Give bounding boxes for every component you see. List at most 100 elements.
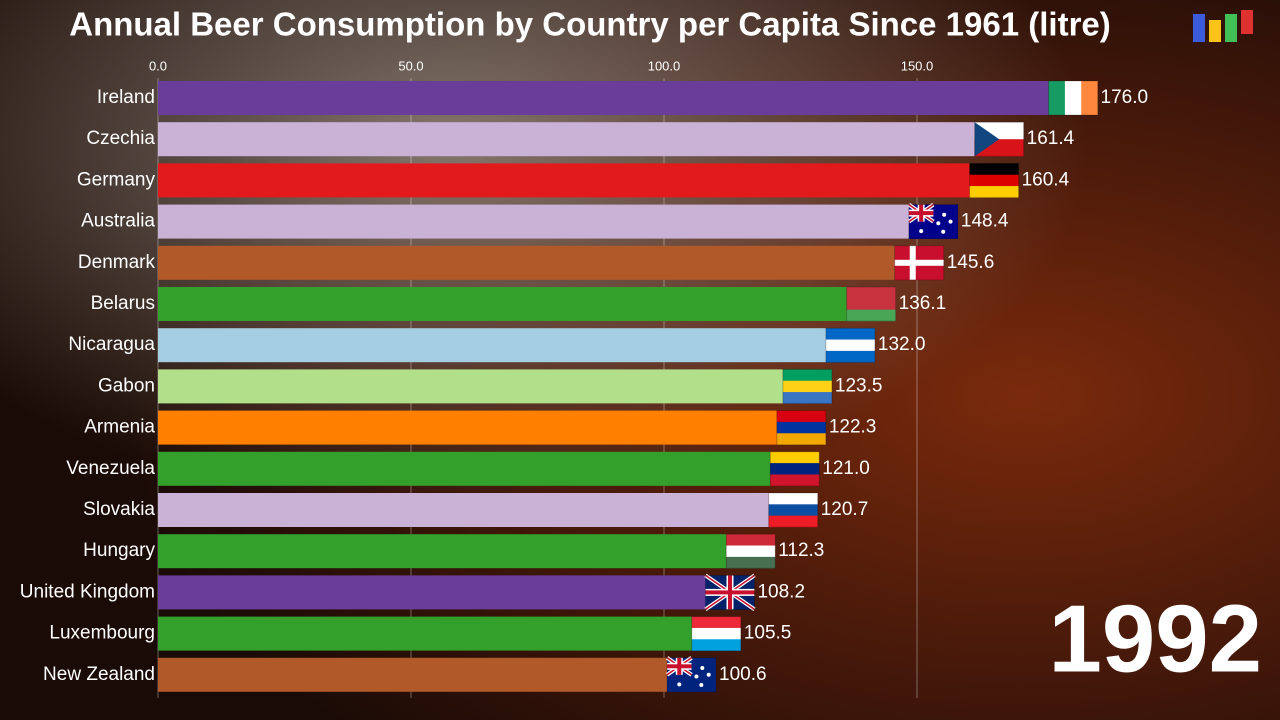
bar (158, 163, 970, 198)
flag-stripe (776, 421, 826, 434)
flag-star (699, 683, 704, 687)
flag-stripe (776, 433, 826, 445)
bar (158, 657, 668, 692)
flag (776, 410, 827, 446)
flag (974, 121, 1025, 157)
bar (158, 616, 692, 651)
y-tick-label: Slovakia (83, 499, 155, 520)
flag-stripe (825, 339, 875, 352)
flag-cross (667, 664, 692, 669)
y-tick-label: Luxembourg (49, 623, 155, 644)
flag-cross (908, 211, 934, 216)
bar (158, 81, 1049, 115)
flag-stripe (691, 627, 741, 640)
flag-border (704, 574, 755, 610)
flag-border (666, 657, 717, 693)
y-tick-label: Hungary (83, 540, 155, 561)
flag-cross (705, 590, 755, 595)
flag-stripe (726, 556, 776, 569)
flag (969, 162, 1020, 198)
value-label: 105.5 (744, 623, 792, 644)
value-label: 148.4 (961, 211, 1009, 232)
y-tick-label: Australia (81, 211, 155, 232)
flag (769, 451, 820, 487)
flag-border (974, 121, 1025, 157)
bar (158, 122, 975, 157)
value-label: 161.4 (1027, 128, 1075, 149)
flag-border (908, 204, 959, 240)
flag-star (706, 672, 711, 677)
flag-stripe (768, 515, 818, 528)
flag-stripe (846, 309, 896, 322)
flag-stripe (969, 174, 1019, 187)
flag-triangle (974, 122, 1000, 157)
flag-stripe (726, 545, 776, 558)
x-tick-label: 100.0 (648, 58, 681, 73)
value-label: 100.6 (719, 664, 767, 685)
bar (158, 204, 909, 239)
y-tick-label: United Kingdom (20, 581, 155, 602)
value-label: 123.5 (835, 375, 883, 396)
y-tick-label: Gabon (98, 375, 155, 396)
flag-stripe (846, 287, 896, 299)
flag-border (969, 162, 1020, 198)
flag-stripe (782, 392, 832, 404)
flag-stripe (782, 369, 832, 382)
flag-star (942, 212, 947, 217)
x-tick-label: 0.0 (149, 58, 167, 73)
bar (158, 369, 783, 404)
flag-border (782, 368, 833, 404)
value-label: 145.6 (947, 252, 995, 273)
flag-stripe (782, 380, 832, 393)
y-tick-label: Belarus (91, 293, 155, 314)
flag-stripe (1064, 81, 1082, 115)
value-label: 176.0 (1101, 87, 1149, 108)
bar (158, 451, 771, 486)
bar (158, 287, 847, 321)
flag-border (769, 451, 820, 487)
flag (894, 245, 945, 281)
y-tick-label: Venezuela (66, 458, 155, 479)
value-label: 132.0 (878, 334, 926, 355)
y-tick-label: Germany (77, 169, 156, 190)
value-label: 112.3 (778, 540, 824, 561)
flag (846, 286, 897, 322)
flag-border (1048, 80, 1099, 116)
year-label: 1992 (1048, 585, 1262, 692)
logo (1193, 10, 1253, 42)
flag-star (919, 229, 924, 234)
flag-border (825, 327, 876, 363)
flag-border (846, 286, 897, 322)
flag (665, 656, 717, 693)
flag-star (941, 229, 946, 234)
flag-star (936, 221, 941, 226)
flag-border (776, 410, 827, 446)
flag-star (677, 682, 682, 687)
bar (158, 493, 769, 527)
flag (907, 202, 959, 240)
flag-stripe (969, 163, 1019, 176)
flag (782, 368, 833, 404)
flag-stripe (1048, 81, 1066, 115)
flag-stripe (770, 463, 820, 475)
flag-stripe (969, 186, 1019, 198)
flag-stripe (770, 451, 820, 464)
flag-stripe (1081, 81, 1098, 115)
flag-stripe (846, 298, 896, 310)
flag (725, 533, 776, 569)
y-tick-label: Armenia (84, 417, 155, 438)
value-label: 122.3 (829, 417, 877, 438)
flag (825, 327, 876, 363)
flag-stripe (825, 350, 875, 363)
y-tick-label: Denmark (78, 252, 156, 273)
flag-star (700, 666, 705, 670)
flag (1048, 80, 1099, 116)
flag-border (691, 616, 742, 652)
value-label: 120.7 (821, 499, 869, 520)
flag-stripe (768, 493, 818, 505)
flag-star (948, 219, 953, 224)
value-label: 160.4 (1022, 169, 1070, 190)
bar (158, 534, 727, 569)
x-tick-label: 150.0 (901, 58, 934, 73)
